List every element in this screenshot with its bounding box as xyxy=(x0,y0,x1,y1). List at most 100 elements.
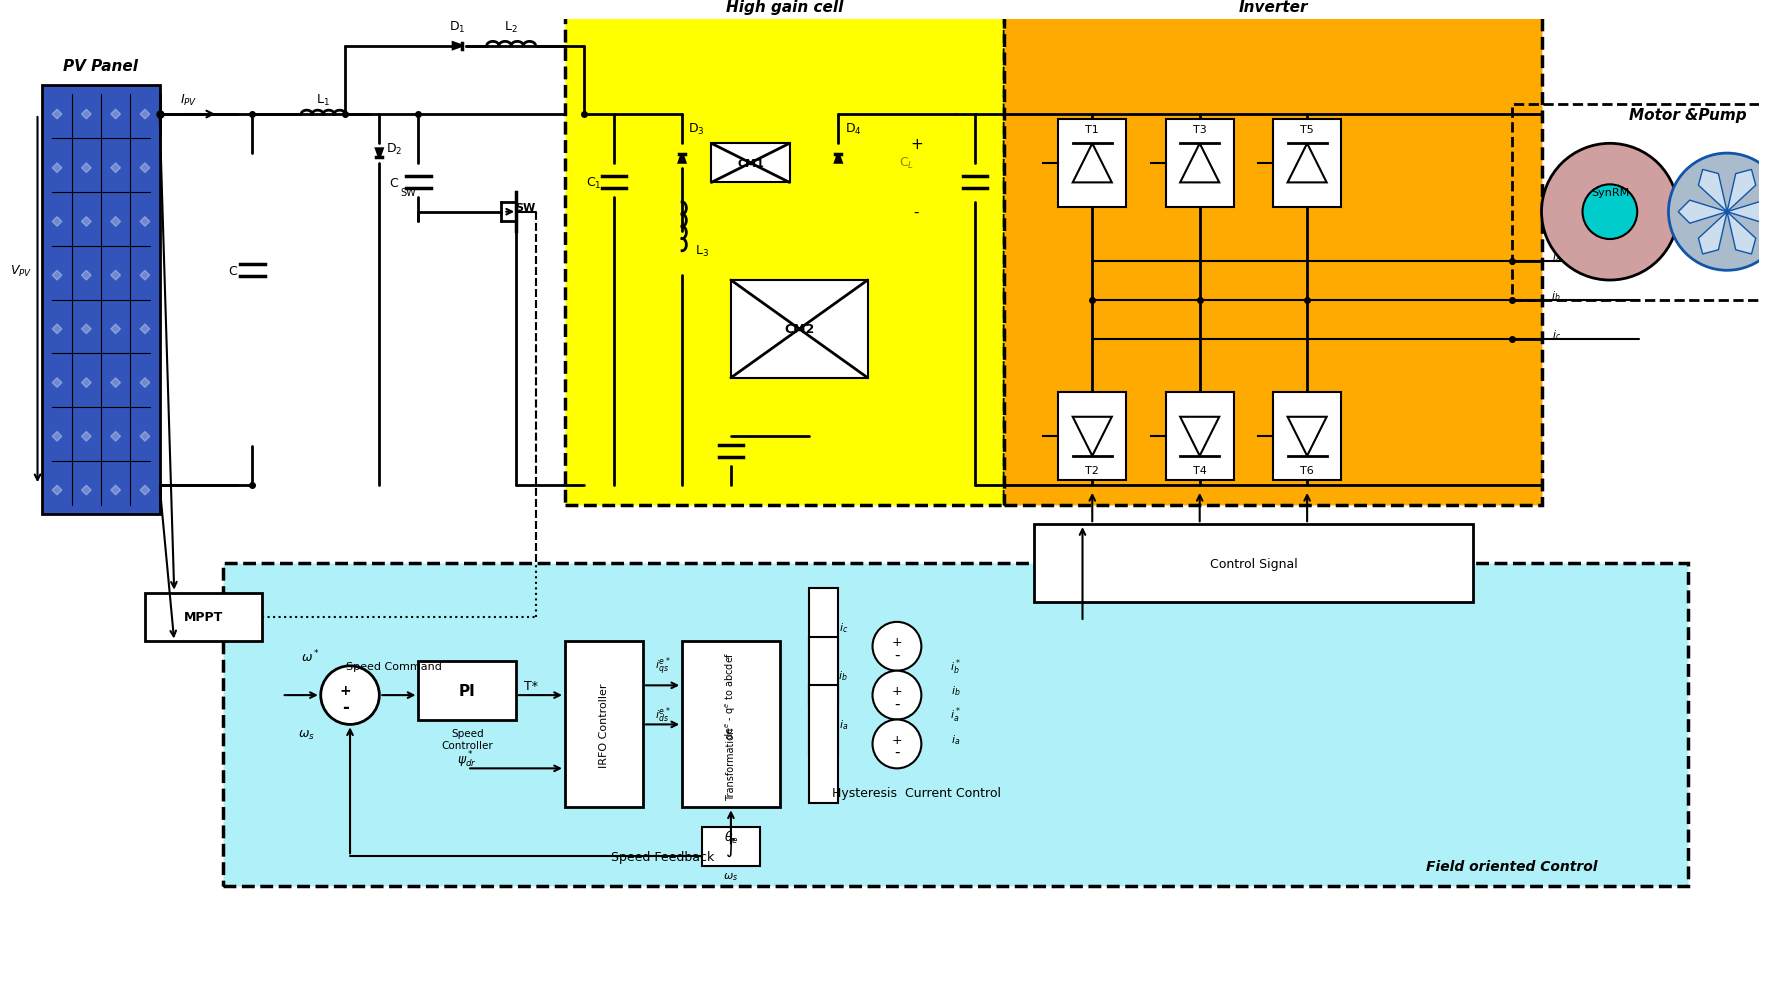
Bar xyxy=(145,593,262,642)
Text: D$_3$: D$_3$ xyxy=(688,122,706,137)
Circle shape xyxy=(1583,185,1636,240)
Text: Speed
Controller: Speed Controller xyxy=(441,729,493,750)
Polygon shape xyxy=(140,486,149,495)
Text: +: + xyxy=(910,137,924,152)
Text: $I_{PV}$: $I_{PV}$ xyxy=(181,93,197,107)
Text: PV Panel: PV Panel xyxy=(64,58,138,74)
Text: C$_L$: C$_L$ xyxy=(899,156,915,172)
Text: +: + xyxy=(339,683,351,697)
Polygon shape xyxy=(1287,144,1326,183)
Polygon shape xyxy=(1181,417,1220,457)
Polygon shape xyxy=(51,379,62,388)
Text: Transformation: Transformation xyxy=(725,727,736,801)
Bar xyxy=(683,642,780,808)
Bar xyxy=(418,662,516,720)
Text: T*: T* xyxy=(523,679,537,692)
Text: D$_1$: D$_1$ xyxy=(449,20,466,35)
Text: $i_{ds}^{e*}$: $i_{ds}^{e*}$ xyxy=(654,705,670,725)
Text: Control Signal: Control Signal xyxy=(1209,557,1298,570)
Circle shape xyxy=(321,667,379,725)
Polygon shape xyxy=(82,432,90,442)
Text: L$_3$: L$_3$ xyxy=(695,244,709,259)
Polygon shape xyxy=(82,379,90,388)
Text: D$_4$: D$_4$ xyxy=(844,122,862,137)
Polygon shape xyxy=(1287,417,1326,457)
Polygon shape xyxy=(110,164,121,174)
Bar xyxy=(566,18,1004,505)
Text: SynRM: SynRM xyxy=(1590,188,1629,198)
Text: de$^e$ - q$^e$ to abcdef: de$^e$ - q$^e$ to abcdef xyxy=(723,651,738,740)
Polygon shape xyxy=(110,217,121,227)
Bar xyxy=(808,637,839,754)
Bar xyxy=(1004,18,1541,505)
Polygon shape xyxy=(110,379,121,388)
Text: L$_2$: L$_2$ xyxy=(504,20,518,35)
Bar xyxy=(1165,393,1234,481)
Text: -: - xyxy=(913,205,918,220)
Text: +: + xyxy=(892,635,902,648)
Polygon shape xyxy=(110,110,121,119)
Bar xyxy=(808,588,839,705)
Polygon shape xyxy=(110,432,121,442)
Text: C$_1$: C$_1$ xyxy=(587,176,603,190)
Polygon shape xyxy=(679,155,684,164)
Polygon shape xyxy=(51,110,62,119)
Polygon shape xyxy=(835,155,842,164)
Text: $\int$: $\int$ xyxy=(725,835,736,858)
Text: -: - xyxy=(894,744,899,759)
Text: Hysteresis  Current Control: Hysteresis Current Control xyxy=(832,787,1002,800)
Bar xyxy=(223,564,1688,885)
Text: $i_b$: $i_b$ xyxy=(950,683,961,697)
Text: Inverter: Inverter xyxy=(1238,0,1308,15)
Text: Motor &Pump: Motor &Pump xyxy=(1629,107,1746,122)
Text: CM2: CM2 xyxy=(784,323,814,336)
Bar xyxy=(1034,525,1473,602)
Text: $i_a$: $i_a$ xyxy=(950,733,961,746)
Polygon shape xyxy=(140,324,149,334)
Text: T1: T1 xyxy=(1085,124,1099,134)
Text: T2: T2 xyxy=(1085,466,1099,476)
Bar xyxy=(702,827,761,866)
Text: $i_a^*$: $i_a^*$ xyxy=(950,705,961,725)
Bar xyxy=(1273,119,1342,208)
Bar xyxy=(808,685,839,803)
Polygon shape xyxy=(82,486,90,495)
Polygon shape xyxy=(140,110,149,119)
Bar xyxy=(711,144,789,183)
Text: $i_b^*$: $i_b^*$ xyxy=(950,657,961,676)
Polygon shape xyxy=(140,271,149,281)
Polygon shape xyxy=(140,379,149,388)
Polygon shape xyxy=(454,43,461,49)
Polygon shape xyxy=(82,164,90,174)
Text: -: - xyxy=(894,696,899,711)
Bar xyxy=(43,86,160,515)
Polygon shape xyxy=(1181,144,1220,183)
Text: T4: T4 xyxy=(1193,466,1207,476)
Text: T3: T3 xyxy=(1193,124,1207,134)
Text: L$_1$: L$_1$ xyxy=(316,93,330,107)
Bar xyxy=(1273,393,1342,481)
Text: $\omega^*$: $\omega^*$ xyxy=(301,648,321,665)
Text: SW: SW xyxy=(401,188,417,198)
Polygon shape xyxy=(1727,171,1755,212)
Polygon shape xyxy=(51,217,62,227)
Text: -: - xyxy=(894,647,899,662)
Polygon shape xyxy=(1679,201,1727,224)
Circle shape xyxy=(872,622,922,671)
Text: Speed Command: Speed Command xyxy=(346,662,441,671)
Polygon shape xyxy=(110,271,121,281)
Circle shape xyxy=(872,720,922,768)
Polygon shape xyxy=(110,324,121,334)
Bar xyxy=(730,281,867,379)
Circle shape xyxy=(872,671,922,720)
Polygon shape xyxy=(82,271,90,281)
Polygon shape xyxy=(51,324,62,334)
Text: CM1: CM1 xyxy=(738,159,764,169)
Polygon shape xyxy=(110,486,121,495)
Polygon shape xyxy=(1073,144,1112,183)
Bar xyxy=(1058,119,1126,208)
Circle shape xyxy=(1541,144,1679,281)
Polygon shape xyxy=(51,164,62,174)
Text: MPPT: MPPT xyxy=(184,611,223,624)
Text: $\psi_{dr}^*$: $\psi_{dr}^*$ xyxy=(457,748,477,769)
